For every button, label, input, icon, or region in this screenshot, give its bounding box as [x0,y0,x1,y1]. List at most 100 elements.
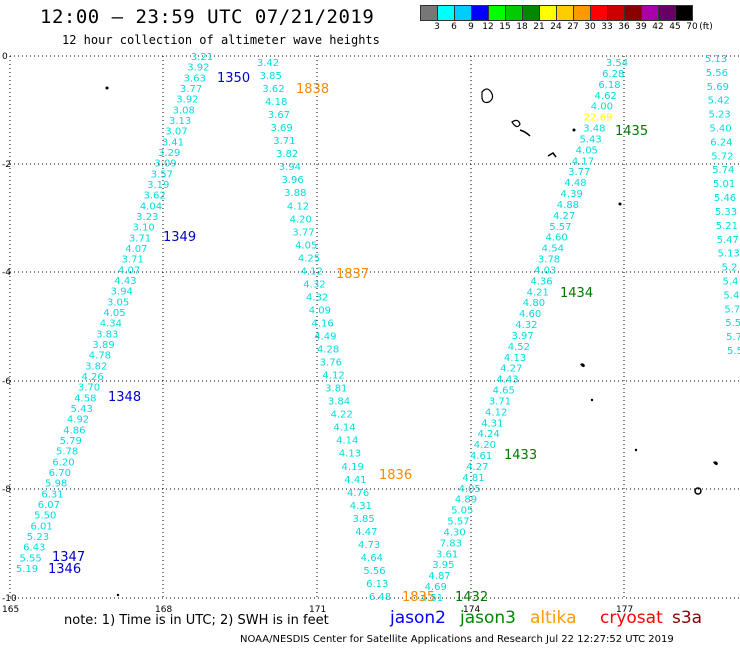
wave-height-value: 6.48 [369,592,391,603]
wave-height-value: 5.4 [723,276,739,287]
wave-height-value: 5.74 [712,165,734,176]
wave-height-value: 4.16 [312,318,334,329]
wave-height-value: 3.77 [292,227,314,238]
color-scale-tick: 33 [601,22,613,32]
wave-height-value: 5.42 [708,96,730,107]
color-swatch [659,5,676,21]
wave-height-value: 4.64 [361,553,383,564]
wave-height-value: 3.85 [352,514,374,525]
color-scale-tick: 12 [482,22,494,32]
island [105,86,109,90]
wave-height-value: 4.14 [336,436,358,447]
wave-height-value: 4.51 [421,593,443,604]
wave-height-value: 3.29 [158,148,180,159]
wave-height-value: 3.10 [133,223,155,234]
wave-height-value: 4.65 [493,386,515,397]
wave-height-value: 4.32 [306,292,328,303]
wave-height-value: 4.12 [301,266,323,277]
color-swatch [472,5,489,21]
wave-height-value: 5.13 [718,249,740,260]
island [694,487,702,495]
satellite-legend-jason2: jason2 [390,608,446,628]
island [580,363,585,368]
wave-height-value: 3.82 [276,149,298,160]
wave-height-value: 5.46 [714,193,736,204]
wave-height-value: 4.07 [125,244,147,255]
color-scale-tick: 15 [499,22,511,32]
wave-height-value: 4.18 [265,97,287,108]
wave-height-value: 3.76 [320,358,342,369]
wave-height-value: 6.20 [52,457,74,468]
wave-height-value: 3.23 [136,212,158,223]
wave-height-value: 3.57 [151,169,173,180]
wave-height-value: 5.98 [45,479,67,490]
wave-height-value: 3.70 [78,383,100,394]
wave-height-value: 3.63 [184,73,206,84]
lat-tick-label: -10 [2,594,17,604]
lat-tick-label: 0 [2,52,8,62]
wave-height-value: 5.5 [725,318,740,329]
lat-tick-label: -2 [2,160,11,170]
color-swatch [591,5,608,21]
wave-height-value: 3.09 [154,159,176,170]
wave-height-value: 5.01 [713,179,735,190]
wave-height-value: 5.56 [706,68,728,79]
wave-height-value: 4.20 [290,214,312,225]
wave-height-value: 3.92 [176,95,198,106]
wave-height-value: 3.94 [111,287,133,298]
color-scale-tick: 3 [434,22,440,32]
wave-height-value: 4.81 [462,473,484,484]
island [116,593,120,597]
wave-height-value: 6.70 [49,468,71,479]
wave-height-value: 4.61 [470,451,492,462]
wave-height-value: 5.4 [723,290,739,301]
wave-height-value: 4.87 [428,571,450,582]
pass-time-label: 1837 [336,267,369,282]
wave-height-value: 5.23 [708,110,730,121]
wave-height-value: 6.13 [366,579,388,590]
wave-height-value: 3.69 [271,123,293,134]
wave-height-value: 5.47 [717,235,739,246]
wave-height-value: 4.58 [74,393,96,404]
wave-height-value: 3.42 [257,58,279,69]
color-swatch [625,5,642,21]
color-scale-tick: 70 [686,22,698,32]
wave-height-value: 4.12 [287,201,309,212]
wave-height-value: 3.97 [511,331,533,342]
lat-tick-label: -4 [2,268,11,278]
lat-tick-label: -6 [2,377,11,387]
wave-height-value: 3.78 [538,255,560,266]
satellite-legend-cryosat: cryosat [600,608,663,628]
wave-height-value: 4.36 [530,276,552,287]
wave-height-value: 4.27 [553,211,575,222]
color-swatch [608,5,625,21]
wave-height-value: 4.27 [466,462,488,473]
wave-height-value: 4.04 [140,201,162,212]
wave-height-value: 5.72 [711,151,733,162]
wave-height-value: 3.84 [328,397,350,408]
wave-height-value: 4.05 [459,484,481,495]
island [618,202,622,206]
wave-height-value: 3.62 [143,191,165,202]
wave-height-value: 4.62 [595,91,617,102]
wave-height-value: 4.12 [322,371,344,382]
island [713,461,718,466]
wave-height-value: 5.43 [71,404,93,415]
wave-height-value: 4.19 [342,462,364,473]
wave-height-value: 3.48 [583,124,605,135]
wave-height-value: 4.69 [425,582,447,593]
pass-time-label: 1349 [163,230,196,245]
color-swatch [489,5,506,21]
wave-height-value: 3.83 [96,329,118,340]
wave-height-value: 4.32 [515,320,537,331]
wave-height-value: 3.71 [122,255,144,266]
wave-height-value: 4.28 [317,345,339,356]
wave-height-value: 6.28 [602,69,624,80]
wave-height-value: 4.24 [477,429,499,440]
wave-height-value: 3.81 [325,384,347,395]
wave-height-value: 4.52 [508,342,530,353]
wave-height-value: 6.24 [710,137,732,148]
wave-height-value: 7.83 [440,538,462,549]
